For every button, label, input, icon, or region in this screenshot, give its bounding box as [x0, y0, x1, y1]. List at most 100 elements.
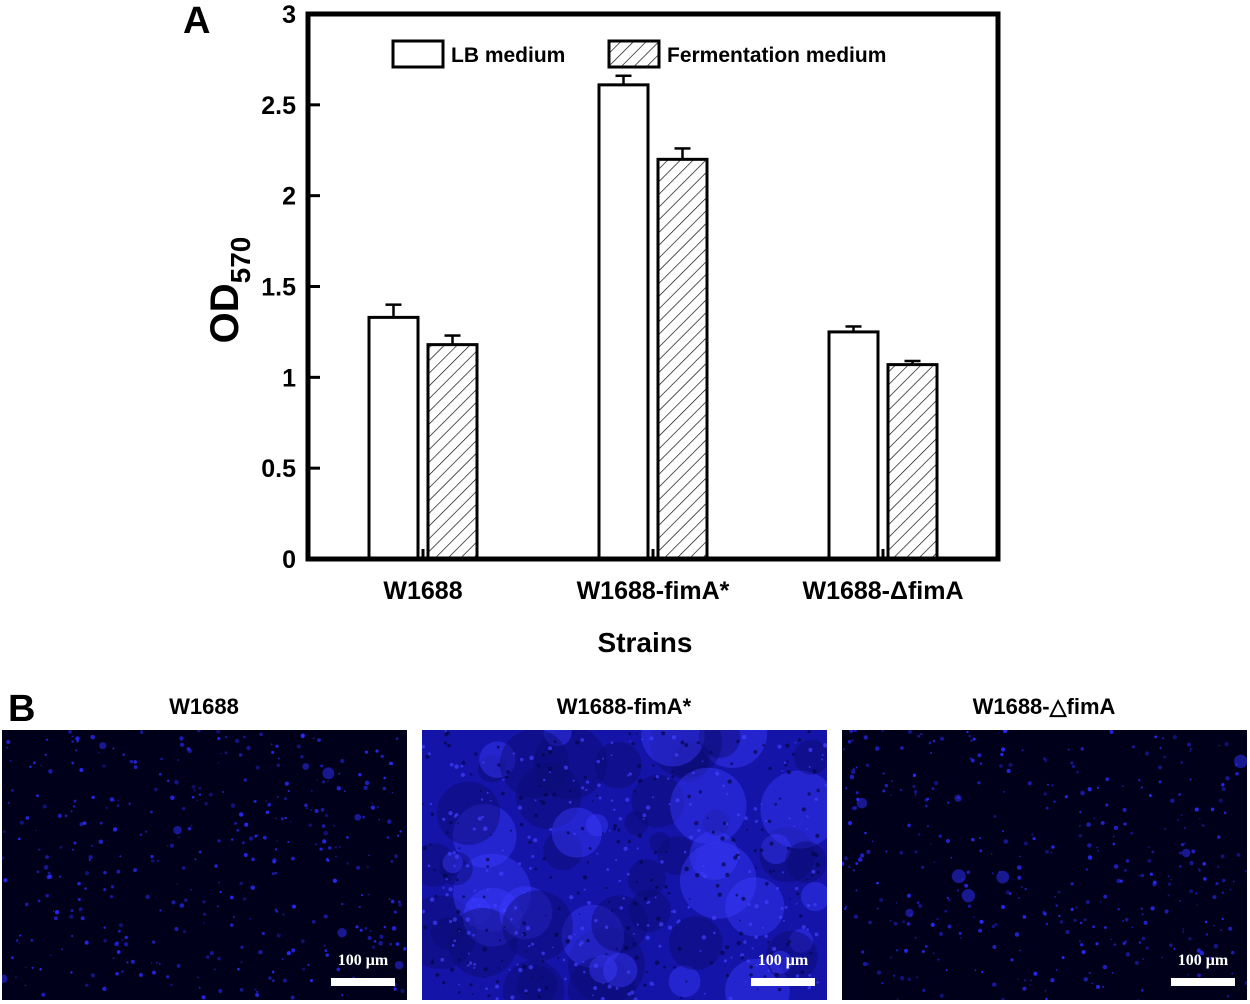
stained-cell — [895, 949, 899, 952]
stained-cell — [399, 830, 402, 833]
stained-cell — [1067, 748, 1070, 751]
stained-cell — [1124, 917, 1129, 922]
fluorescence-speck — [453, 864, 456, 868]
fluorescence-speck — [772, 970, 775, 973]
fluorescence-speck — [422, 744, 426, 749]
fluorescence-speck — [774, 972, 780, 978]
stained-cell — [78, 907, 83, 912]
fluorescence-speck — [534, 867, 538, 871]
stained-cell — [79, 822, 84, 827]
fluorescence-speck — [671, 775, 675, 779]
stained-cell — [1045, 922, 1049, 926]
stained-cell — [383, 776, 387, 780]
fluorescence-speck — [531, 854, 535, 859]
stained-cell — [1023, 841, 1029, 846]
stained-cell — [18, 942, 21, 945]
fluorescence-speck — [801, 807, 806, 812]
stained-cell — [117, 799, 120, 802]
stained-cell — [49, 954, 52, 957]
stained-cell — [1205, 933, 1209, 936]
stained-cell — [332, 878, 338, 883]
stained-cell — [102, 986, 107, 992]
fluorescence-speck — [564, 977, 567, 981]
cell-cluster — [856, 797, 868, 809]
fluorescence-speck — [635, 732, 638, 735]
stained-cell — [322, 839, 327, 844]
stained-cell — [323, 944, 326, 947]
stained-cell — [1167, 882, 1172, 886]
stained-cell — [398, 903, 402, 907]
stained-cell — [1096, 846, 1099, 849]
fluorescence-speck — [668, 803, 671, 806]
fluorescence-speck — [786, 770, 792, 775]
fluorescence-speck — [725, 872, 730, 878]
fluorescence-speck — [597, 783, 601, 788]
fluorescence-speck — [610, 799, 614, 802]
fluorescence-speck — [636, 847, 639, 850]
stained-cell — [1164, 827, 1167, 831]
fluorescence-speck — [531, 942, 535, 946]
stained-cell — [325, 953, 329, 957]
fluorescence-speck — [448, 887, 453, 892]
fluorescence-speck — [485, 928, 489, 932]
fluorescence-speck — [667, 925, 673, 930]
stained-cell — [201, 995, 206, 1000]
fluorescence-speck — [777, 744, 782, 749]
fluorescence-speck — [772, 946, 777, 951]
stained-cell — [1213, 943, 1219, 949]
stained-cell — [930, 922, 935, 927]
stained-cell — [11, 956, 14, 960]
stained-cell — [301, 734, 305, 739]
stained-cell — [7, 801, 10, 805]
stained-cell — [1167, 894, 1170, 897]
fluorescence-cluster — [649, 832, 671, 854]
stained-cell — [371, 802, 374, 805]
stained-cell — [169, 843, 174, 848]
stained-cell — [926, 797, 930, 801]
stained-cell — [916, 976, 918, 979]
cell-cluster — [1181, 848, 1191, 858]
stained-cell — [274, 848, 278, 851]
stained-cell — [1140, 907, 1144, 910]
stained-cell — [315, 843, 317, 846]
micrograph-title-w1688-fima: W1688-fimA* — [556, 694, 692, 719]
stained-cell — [1065, 929, 1070, 935]
stained-cell — [310, 808, 313, 811]
stained-cell — [1032, 837, 1036, 841]
fluorescence-cluster — [697, 730, 768, 769]
fluorescence-speck — [664, 885, 668, 889]
fluorescence-speck — [449, 762, 454, 767]
fluorescence-speck — [618, 817, 623, 821]
stained-cell — [1187, 742, 1191, 747]
stained-cell — [1161, 737, 1165, 740]
fluorescence-speck — [748, 870, 752, 874]
fluorescence-speck — [445, 878, 448, 881]
stained-cell — [854, 730, 857, 733]
stained-cell — [991, 982, 997, 987]
fluorescence-cluster — [674, 740, 710, 777]
y-tick-label: 1 — [282, 364, 296, 392]
fluorescence-speck — [769, 841, 774, 846]
fluorescence-speck — [612, 827, 616, 831]
stained-cell — [994, 922, 998, 927]
stained-cell — [971, 837, 975, 842]
stained-cell — [1189, 860, 1194, 866]
stained-cell — [320, 807, 325, 812]
fluorescence-speck — [542, 778, 546, 782]
fluorescence-speck — [534, 799, 537, 802]
stained-cell — [852, 869, 856, 872]
stained-cell — [1001, 997, 1005, 1000]
stained-cell — [1141, 989, 1144, 992]
stained-cell — [341, 993, 344, 997]
stained-cell — [114, 941, 119, 947]
stained-cell — [109, 895, 114, 899]
fluorescence-speck — [625, 797, 630, 802]
fluorescence-speck — [692, 771, 695, 775]
fluorescence-speck — [569, 895, 574, 900]
stained-cell — [79, 768, 84, 772]
stained-cell — [1008, 892, 1012, 895]
stained-cell — [181, 806, 186, 811]
fluorescence-speck — [587, 900, 592, 905]
stained-cell — [977, 781, 981, 785]
fluorescence-speck — [478, 904, 481, 907]
